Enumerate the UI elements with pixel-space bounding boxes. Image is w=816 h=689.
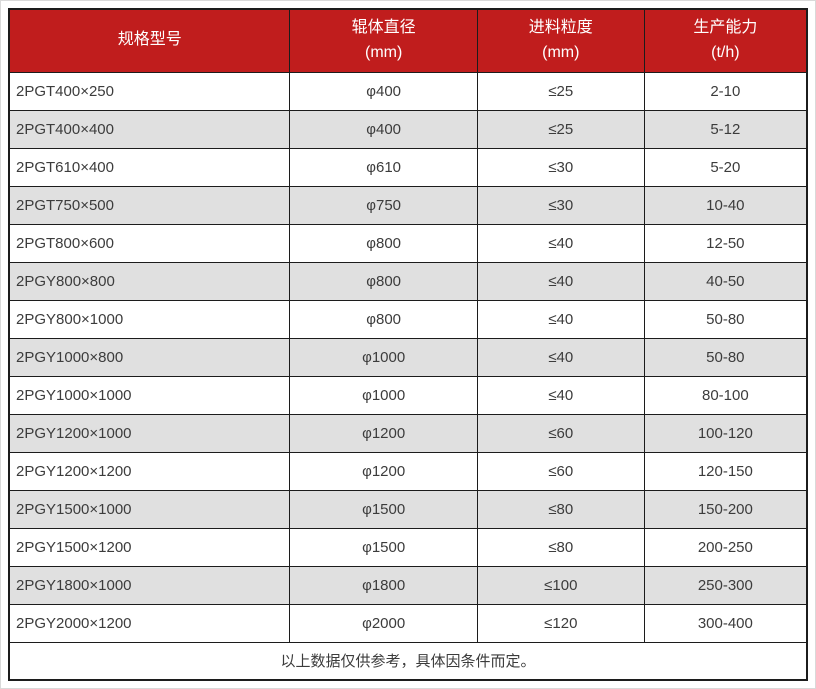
cell-feed-size: ≤40: [476, 375, 645, 415]
cell-capacity: 100-120: [643, 413, 808, 453]
table-row: 2PGY800×1000 φ800 ≤40 50-80: [8, 299, 808, 339]
col-header-feed-size-label: 进料粒度: [528, 18, 593, 36]
cell-feed-size: ≤30: [476, 185, 645, 225]
cell-model: 2PGY1500×1200: [8, 527, 291, 567]
cell-roller-diameter: φ750: [289, 185, 478, 225]
cell-model: 2PGT610×400: [8, 147, 291, 187]
col-header-capacity-label: 生产能力: [693, 18, 758, 36]
col-header-roller-diameter-unit: (mm): [364, 43, 403, 61]
cell-roller-diameter: φ1200: [289, 451, 478, 491]
header-row: 规格型号 辊体直径 (mm) 进料粒度 (mm) 生产能力 (t/h): [8, 8, 808, 73]
cell-model: 2PGY1200×1200: [8, 451, 291, 491]
table-footer: 以上数据仅供参考，具体因条件而定。: [8, 641, 808, 681]
cell-roller-diameter: φ800: [289, 299, 478, 339]
col-header-feed-size-unit: (mm): [542, 43, 580, 61]
cell-feed-size: ≤25: [476, 109, 645, 149]
table-body: 2PGT400×250 φ400 ≤25 2-10 2PGT400×400 φ400 ≤25…: [8, 71, 808, 643]
table-row: 2PGT610×400 φ610 ≤30 5-20: [8, 147, 808, 187]
col-header-feed-size: 进料粒度 (mm): [476, 8, 645, 73]
cell-capacity: 2-10: [643, 71, 808, 111]
cell-roller-diameter: φ400: [289, 71, 478, 111]
cell-feed-size: ≤60: [476, 451, 645, 491]
cell-feed-size: ≤30: [476, 147, 645, 187]
cell-roller-diameter: φ1000: [289, 375, 478, 415]
cell-capacity: 40-50: [643, 261, 808, 301]
cell-roller-diameter: φ1500: [289, 527, 478, 567]
cell-feed-size: ≤25: [476, 71, 645, 111]
cell-roller-diameter: φ610: [289, 147, 478, 187]
cell-model: 2PGY800×800: [8, 261, 291, 301]
cell-capacity: 80-100: [643, 375, 808, 415]
cell-model: 2PGY1500×1000: [8, 489, 291, 529]
cell-feed-size: ≤40: [476, 337, 645, 377]
cell-roller-diameter: φ800: [289, 223, 478, 263]
cell-roller-diameter: φ800: [289, 261, 478, 301]
cell-roller-diameter: φ1800: [289, 565, 478, 605]
cell-model: 2PGY800×1000: [8, 299, 291, 339]
cell-model: 2PGY1000×1000: [8, 375, 291, 415]
table-row: 2PGT400×250 φ400 ≤25 2-10: [8, 71, 808, 111]
table-row: 2PGY1000×800 φ1000 ≤40 50-80: [8, 337, 808, 377]
cell-capacity: 50-80: [643, 337, 808, 377]
cell-roller-diameter: φ2000: [289, 603, 478, 643]
col-header-model-label: 规格型号: [117, 31, 182, 49]
cell-capacity: 200-250: [643, 527, 808, 567]
table-row: 2PGY800×800 φ800 ≤40 40-50: [8, 261, 808, 301]
cell-feed-size: ≤120: [476, 603, 645, 643]
cell-capacity: 12-50: [643, 223, 808, 263]
table-row: 2PGT400×400 φ400 ≤25 5-12: [8, 109, 808, 149]
cell-capacity: 5-20: [643, 147, 808, 187]
footer-row: 以上数据仅供参考，具体因条件而定。: [8, 641, 808, 681]
table-row: 2PGY2000×1200 φ2000 ≤120 300-400: [8, 603, 808, 643]
cell-feed-size: ≤80: [476, 489, 645, 529]
table-row: 2PGY1500×1000 φ1500 ≤80 150-200: [8, 489, 808, 529]
table-row: 2PGY1800×1000 φ1800 ≤100 250-300: [8, 565, 808, 605]
cell-model: 2PGT400×250: [8, 71, 291, 111]
cell-capacity: 300-400: [643, 603, 808, 643]
cell-roller-diameter: φ1500: [289, 489, 478, 529]
cell-model: 2PGY1800×1000: [8, 565, 291, 605]
col-header-roller-diameter-label: 辊体直径: [351, 18, 416, 36]
cell-feed-size: ≤60: [476, 413, 645, 453]
col-header-capacity: 生产能力 (t/h): [643, 8, 808, 73]
cell-feed-size: ≤80: [476, 527, 645, 567]
footer-note: 以上数据仅供参考，具体因条件而定。: [8, 641, 808, 681]
table-row: 2PGY1500×1200 φ1500 ≤80 200-250: [8, 527, 808, 567]
spec-table: 规格型号 辊体直径 (mm) 进料粒度 (mm) 生产能力 (t/h) 2PGT…: [8, 8, 808, 681]
cell-capacity: 10-40: [643, 185, 808, 225]
table-row: 2PGY1000×1000 φ1000 ≤40 80-100: [8, 375, 808, 415]
col-header-model: 规格型号: [8, 8, 291, 73]
cell-feed-size: ≤40: [476, 223, 645, 263]
cell-capacity: 120-150: [643, 451, 808, 491]
cell-feed-size: ≤40: [476, 261, 645, 301]
table-row: 2PGY1200×1000 φ1200 ≤60 100-120: [8, 413, 808, 453]
cell-roller-diameter: φ1000: [289, 337, 478, 377]
cell-model: 2PGT750×500: [8, 185, 291, 225]
cell-roller-diameter: φ400: [289, 109, 478, 149]
cell-capacity: 250-300: [643, 565, 808, 605]
cell-model: 2PGY2000×1200: [8, 603, 291, 643]
table-row: 2PGY1200×1200 φ1200 ≤60 120-150: [8, 451, 808, 491]
col-header-roller-diameter: 辊体直径 (mm): [289, 8, 478, 73]
cell-capacity: 150-200: [643, 489, 808, 529]
cell-feed-size: ≤40: [476, 299, 645, 339]
cell-model: 2PGT800×600: [8, 223, 291, 263]
col-header-capacity-unit: (t/h): [711, 43, 740, 61]
table-row: 2PGT800×600 φ800 ≤40 12-50: [8, 223, 808, 263]
cell-roller-diameter: φ1200: [289, 413, 478, 453]
cell-model: 2PGY1200×1000: [8, 413, 291, 453]
table-header: 规格型号 辊体直径 (mm) 进料粒度 (mm) 生产能力 (t/h): [8, 8, 808, 73]
cell-model: 2PGY1000×800: [8, 337, 291, 377]
table-row: 2PGT750×500 φ750 ≤30 10-40: [8, 185, 808, 225]
cell-capacity: 5-12: [643, 109, 808, 149]
cell-capacity: 50-80: [643, 299, 808, 339]
cell-model: 2PGT400×400: [8, 109, 291, 149]
cell-feed-size: ≤100: [476, 565, 645, 605]
